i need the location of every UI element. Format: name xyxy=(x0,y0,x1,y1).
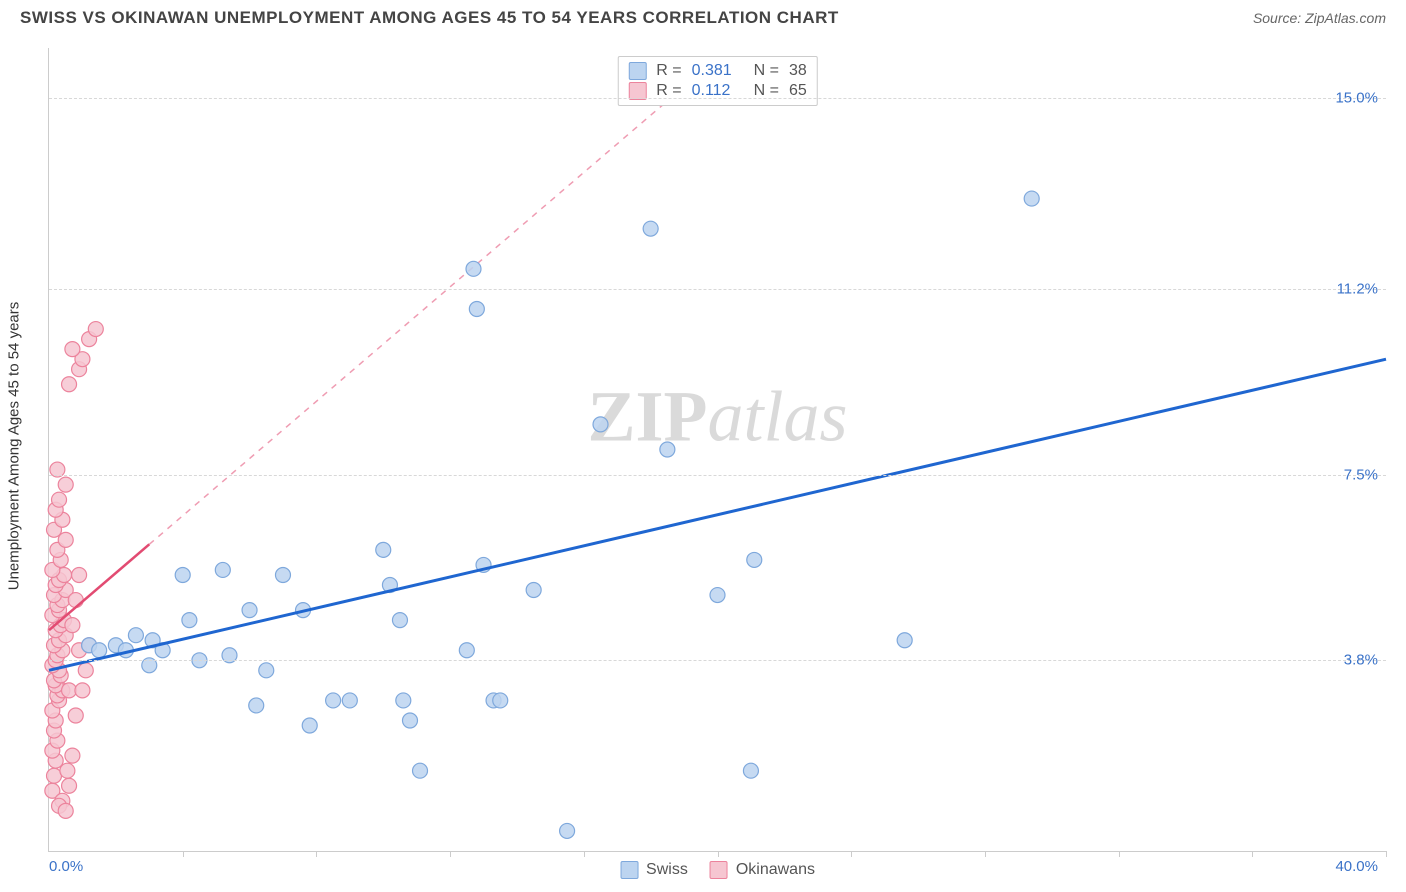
swiss-point xyxy=(275,567,290,582)
y-tick-label: 11.2% xyxy=(1337,280,1378,297)
swiss-point xyxy=(593,417,608,432)
okinawans-point xyxy=(52,492,67,507)
source-prefix: Source: xyxy=(1253,10,1305,26)
bottom-legend: Swiss Okinawans xyxy=(620,861,815,879)
stats-row-swiss: R = 0.381 N = 38 xyxy=(628,61,806,81)
swiss-point xyxy=(128,628,143,643)
swiss-point xyxy=(897,633,912,648)
y-axis-title: Unemployment Among Ages 45 to 54 years xyxy=(6,302,23,591)
x-tick xyxy=(985,851,986,857)
y-tick-label: 3.8% xyxy=(1344,652,1378,669)
okinawans-regression-dashed xyxy=(149,58,717,544)
swiss-point xyxy=(747,552,762,567)
swiss-point xyxy=(249,698,264,713)
y-tick-label: 7.5% xyxy=(1344,466,1378,483)
swiss-point xyxy=(493,693,508,708)
swiss-point xyxy=(302,718,317,733)
okinawans-point xyxy=(47,768,62,783)
swiss-point xyxy=(643,221,658,236)
swiss-point xyxy=(326,693,341,708)
swiss-point xyxy=(469,301,484,316)
x-tick xyxy=(183,851,184,857)
swatch-swiss xyxy=(628,62,646,80)
legend-label-okinawans: Okinawans xyxy=(736,861,815,879)
okinawans-point xyxy=(65,342,80,357)
swiss-point xyxy=(175,567,190,582)
r-label: R = xyxy=(656,62,681,80)
x-tick xyxy=(316,851,317,857)
chart-plot-area: ZIPatlas R = 0.381 N = 38 R = 0.112 N = … xyxy=(48,48,1386,852)
r-value-swiss: 0.381 xyxy=(692,62,744,80)
swiss-point xyxy=(92,643,107,658)
y-tick-label: 15.0% xyxy=(1335,90,1378,107)
okinawans-point xyxy=(62,377,77,392)
swiss-point xyxy=(710,588,725,603)
x-tick xyxy=(851,851,852,857)
x-tick xyxy=(718,851,719,857)
x-tick xyxy=(450,851,451,857)
swiss-point xyxy=(215,562,230,577)
swiss-point xyxy=(182,613,197,628)
x-tick xyxy=(1386,851,1387,857)
x-axis-max-label: 40.0% xyxy=(1335,858,1378,875)
swiss-point xyxy=(413,763,428,778)
okinawans-point xyxy=(60,763,75,778)
swiss-point xyxy=(242,603,257,618)
okinawans-point xyxy=(78,663,93,678)
gridline xyxy=(49,98,1386,99)
x-axis-min-label: 0.0% xyxy=(49,858,83,875)
chart-header: SWISS VS OKINAWAN UNEMPLOYMENT AMONG AGE… xyxy=(0,0,1406,32)
okinawans-point xyxy=(62,778,77,793)
legend-swatch-swiss xyxy=(620,861,638,879)
x-tick xyxy=(1252,851,1253,857)
swiss-point xyxy=(560,823,575,838)
n-label: N = xyxy=(754,62,779,80)
legend-item-swiss: Swiss xyxy=(620,861,688,879)
legend-label-swiss: Swiss xyxy=(646,861,688,879)
okinawans-point xyxy=(65,618,80,633)
okinawans-point xyxy=(62,683,77,698)
swiss-point xyxy=(342,693,357,708)
legend-item-okinawans: Okinawans xyxy=(710,861,815,879)
swiss-point xyxy=(459,643,474,658)
source-name: ZipAtlas.com xyxy=(1305,10,1386,26)
swiss-point xyxy=(743,763,758,778)
swiss-point xyxy=(396,693,411,708)
swiss-point xyxy=(402,713,417,728)
okinawans-point xyxy=(68,708,83,723)
swiss-point xyxy=(466,261,481,276)
x-tick xyxy=(1119,851,1120,857)
okinawans-point xyxy=(88,322,103,337)
x-tick xyxy=(584,851,585,857)
plot-svg xyxy=(49,48,1386,851)
legend-swatch-okinawans xyxy=(710,861,728,879)
okinawans-point xyxy=(65,748,80,763)
gridline xyxy=(49,475,1386,476)
swiss-point xyxy=(660,442,675,457)
n-value-swiss: 38 xyxy=(789,62,807,80)
swiss-point xyxy=(259,663,274,678)
okinawans-point xyxy=(75,683,90,698)
swiss-point xyxy=(376,542,391,557)
swiss-regression-solid xyxy=(49,359,1386,670)
chart-title: SWISS VS OKINAWAN UNEMPLOYMENT AMONG AGE… xyxy=(20,8,839,28)
gridline xyxy=(49,660,1386,661)
okinawans-point xyxy=(68,593,83,608)
source-attribution: Source: ZipAtlas.com xyxy=(1253,10,1386,26)
gridline xyxy=(49,289,1386,290)
swiss-point xyxy=(392,613,407,628)
swiss-point xyxy=(1024,191,1039,206)
okinawans-point xyxy=(58,477,73,492)
swiss-point xyxy=(526,583,541,598)
okinawans-point xyxy=(72,567,87,582)
okinawans-point xyxy=(58,803,73,818)
